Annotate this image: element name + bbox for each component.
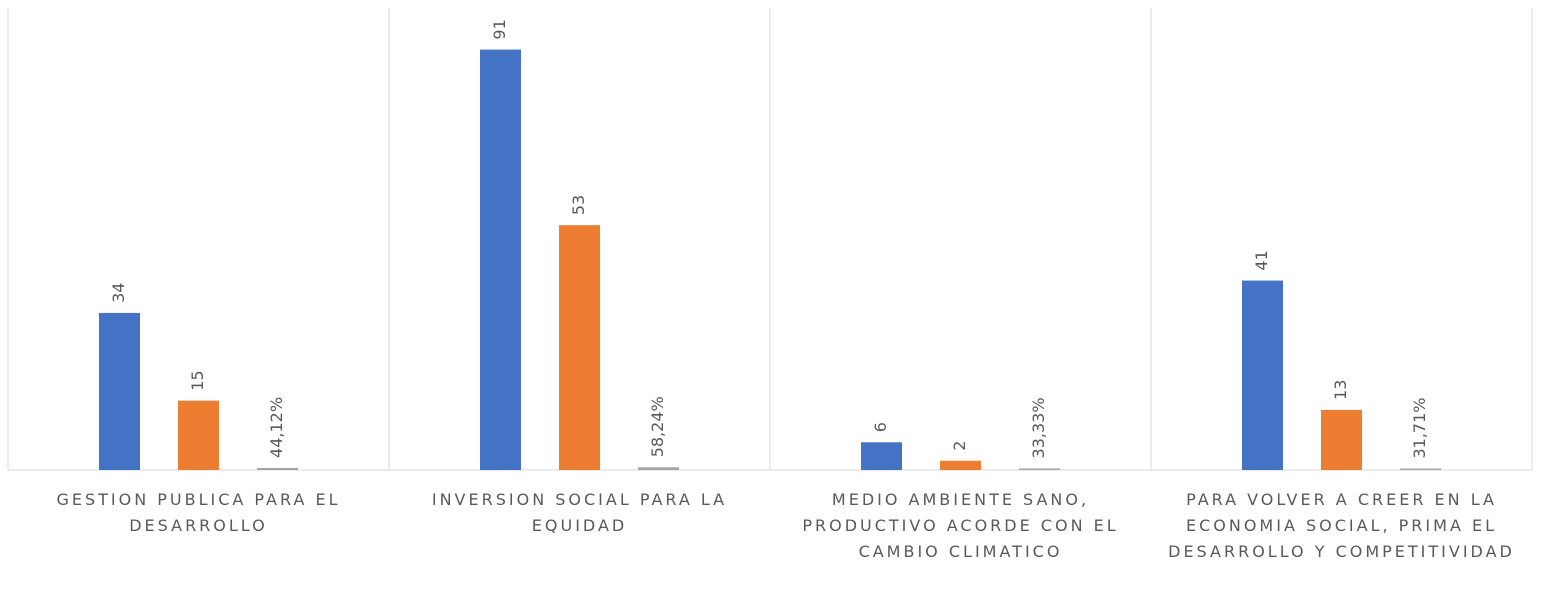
bar — [940, 460, 981, 470]
data-label: 15 — [188, 370, 207, 390]
data-label: 2 — [950, 441, 969, 451]
x-tick-label: GESTION PUBLICA PARA EL DESARROLLO — [56, 490, 340, 535]
bar — [559, 225, 600, 470]
data-label: 58,24% — [648, 396, 667, 457]
data-label: 34 — [109, 283, 128, 303]
bar — [861, 442, 902, 470]
x-tick-label: INVERSION SOCIAL PARA LA EQUIDAD — [432, 490, 727, 535]
bar — [178, 400, 219, 470]
bar — [480, 49, 521, 471]
data-label: 53 — [569, 195, 588, 215]
bar — [1400, 468, 1441, 471]
data-label: 91 — [490, 19, 509, 39]
data-label: 33,33% — [1029, 397, 1048, 458]
bar — [1321, 409, 1362, 470]
x-tick-label: MEDIO AMBIENTE SANO, PRODUCTIVO ACORDE CO… — [802, 490, 1118, 561]
x-tick-label: PARA VOLVER A CREER EN LA ECONOMIA SOCIAL… — [1168, 490, 1515, 561]
data-label: 31,71% — [1410, 398, 1429, 459]
bar — [638, 467, 679, 470]
bar — [99, 312, 140, 470]
data-label: 6 — [871, 422, 890, 432]
bar — [257, 467, 298, 470]
data-label: 41 — [1252, 250, 1271, 270]
data-label: 44,12% — [267, 397, 286, 458]
bar — [1242, 280, 1283, 470]
bar — [1019, 468, 1060, 470]
data-label: 13 — [1331, 380, 1350, 400]
